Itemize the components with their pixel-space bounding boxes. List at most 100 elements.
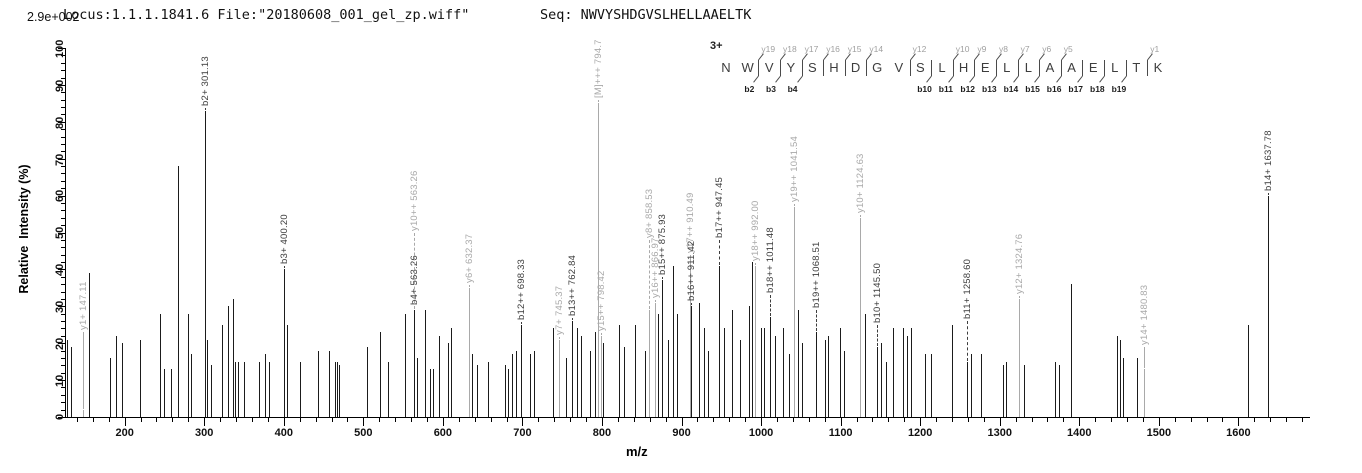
peak-bar — [931, 354, 933, 417]
peak-bar — [67, 339, 69, 417]
y-ion-label: y5 — [1063, 44, 1073, 54]
x-tick — [140, 418, 142, 422]
x-tick — [538, 418, 540, 422]
peak-label: b2+ 301.13 — [200, 55, 212, 106]
peak-bar — [648, 309, 650, 417]
peak-label: y6+ 632.37 — [463, 233, 475, 283]
x-tick — [1190, 418, 1192, 422]
x-tick — [1206, 418, 1208, 422]
fragment-b-slash — [1012, 75, 1019, 83]
x-tick — [824, 418, 826, 422]
residue-letter: W — [741, 60, 754, 75]
peak-bar — [334, 361, 336, 417]
y-tick — [61, 276, 65, 278]
x-tick — [1031, 418, 1033, 422]
residue-letter: E — [1088, 60, 1098, 75]
peak-bar — [581, 335, 583, 417]
fragment-boundary-line — [952, 60, 954, 76]
x-tick — [697, 418, 699, 422]
peak-label: y19++ 1041.54 — [789, 135, 801, 202]
fragment-boundary-line — [866, 60, 868, 76]
y-tick — [61, 114, 65, 116]
peak-bar — [794, 206, 796, 417]
b-ion-label: b17 — [1068, 84, 1084, 94]
x-tick — [1286, 418, 1288, 422]
peak-label: y12+ 1324.76 — [1014, 233, 1026, 294]
y-tick — [61, 166, 65, 168]
x-tick — [363, 418, 365, 426]
peak-bar — [843, 350, 845, 417]
peak-bar — [1019, 298, 1021, 417]
label-connector — [1143, 346, 1145, 368]
peak-label: b19++ 1068.51 — [810, 241, 822, 308]
x-tick — [983, 418, 985, 422]
fragment-boundary-line — [974, 60, 976, 76]
peak-bar — [881, 343, 883, 417]
y-ion-label: y18 — [783, 44, 797, 54]
peak-bar — [468, 287, 470, 417]
peak-bar — [424, 309, 426, 417]
x-tick-label: 1200 — [907, 427, 933, 439]
fragment-b-slash — [1034, 75, 1041, 83]
b-ion-label: b13 — [982, 84, 997, 94]
peak-bar — [655, 302, 657, 417]
x-tick — [188, 418, 190, 422]
label-connector — [600, 332, 602, 335]
peak-label: y10+ 1124.63 — [855, 153, 867, 213]
fragment-boundary-line — [780, 60, 781, 76]
y-ion-label: y10 — [955, 44, 970, 54]
x-tick — [204, 418, 206, 426]
x-tick — [856, 418, 858, 422]
peak-label: y14+ 1480.83 — [1138, 284, 1150, 345]
label-connector — [597, 100, 599, 103]
x-axis-line — [65, 417, 1310, 418]
peak-bar — [115, 335, 117, 417]
x-tick — [1063, 418, 1065, 422]
peak-label: b14+ 1637.78 — [1263, 129, 1275, 191]
x-tick — [888, 418, 890, 422]
y-tick-label: 80 — [54, 116, 66, 129]
peak-bar — [88, 273, 90, 417]
fragment-boundary-line — [1017, 60, 1019, 76]
label-connector — [754, 262, 756, 265]
y-tick-label: 60 — [54, 190, 66, 203]
peak-bar — [164, 369, 166, 417]
y-tick — [58, 380, 65, 382]
y-tick — [58, 48, 65, 49]
x-tick-label: 400 — [274, 427, 293, 439]
y-tick — [61, 357, 65, 359]
x-tick — [92, 418, 94, 422]
peak-bar — [860, 217, 862, 417]
y-tick — [61, 180, 65, 182]
peak-bar — [752, 262, 754, 417]
peak-bar — [597, 103, 599, 417]
y-tick — [61, 55, 65, 57]
x-tick — [108, 418, 110, 422]
peak-bar — [110, 357, 112, 417]
peak-bar — [774, 335, 776, 417]
x-tick-label: 700 — [513, 427, 532, 439]
y-tick-label: 0 — [54, 414, 66, 421]
fragment-b-slash — [1055, 75, 1062, 83]
peak-bar — [924, 354, 926, 417]
y-ion-label: y6 — [1042, 44, 1052, 54]
y-tick — [61, 173, 65, 175]
y-tick — [58, 269, 65, 271]
label-connector — [1268, 192, 1270, 195]
x-tick — [665, 418, 667, 422]
x-tick — [220, 418, 222, 422]
b-ion-label: b14 — [1003, 84, 1019, 94]
peak-bar — [488, 361, 490, 417]
x-tick — [347, 418, 349, 422]
peak-bar — [430, 369, 432, 417]
peak-bar — [283, 269, 285, 417]
y-tick — [61, 202, 65, 204]
residue-letter: H — [829, 60, 839, 75]
x-tick-label: 1000 — [748, 427, 774, 439]
peak-label: y7+ 745.37 — [553, 285, 565, 335]
label-connector — [876, 324, 878, 346]
x-tick — [617, 418, 619, 422]
peak-label: b15++ 875.93 — [657, 214, 669, 276]
peak-bar — [739, 339, 741, 417]
x-tick — [315, 418, 317, 422]
